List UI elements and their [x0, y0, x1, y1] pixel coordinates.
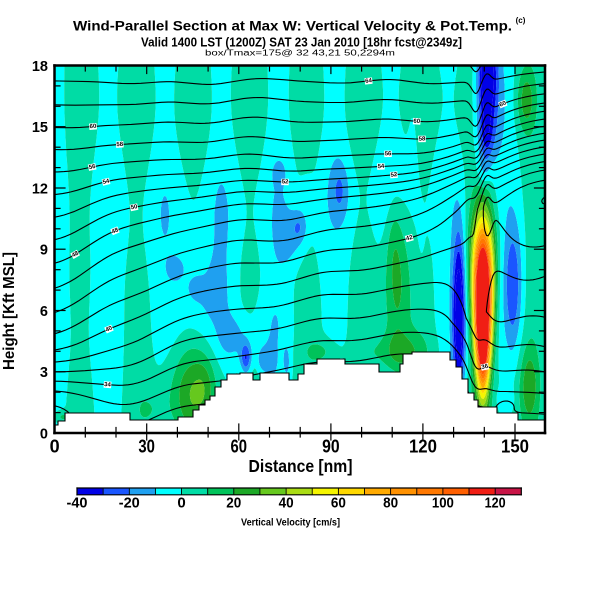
- svg-text:90: 90: [322, 437, 340, 457]
- svg-text:120: 120: [485, 495, 506, 512]
- svg-text:80: 80: [383, 495, 398, 512]
- svg-text:Distance [nm]: Distance [nm]: [249, 456, 353, 476]
- svg-text:Height [Kft MSL]: Height [Kft MSL]: [1, 252, 18, 370]
- svg-text:60: 60: [331, 495, 346, 512]
- svg-text:-40: -40: [67, 495, 88, 512]
- svg-text:50: 50: [130, 204, 138, 211]
- svg-text:34: 34: [104, 382, 112, 389]
- svg-text:0: 0: [177, 495, 185, 512]
- svg-text:54: 54: [377, 164, 385, 170]
- svg-text:36: 36: [481, 364, 489, 371]
- svg-text:60: 60: [499, 100, 508, 108]
- svg-text:52: 52: [282, 179, 289, 185]
- svg-text:56: 56: [88, 164, 96, 171]
- svg-text:40: 40: [279, 495, 294, 512]
- svg-text:18: 18: [32, 59, 48, 75]
- svg-text:Wind-Parallel Section at Max W: Wind-Parallel Section at Max W: Vertical…: [73, 19, 512, 34]
- svg-text:48: 48: [71, 250, 80, 259]
- svg-text:(c): (c): [516, 16, 526, 25]
- svg-text:15: 15: [32, 120, 48, 136]
- svg-text:48: 48: [111, 227, 120, 235]
- svg-text:9: 9: [40, 243, 48, 259]
- svg-text:30: 30: [138, 437, 155, 457]
- svg-text:64: 64: [365, 78, 373, 85]
- svg-text:Vertical Velocity [cm/s]: Vertical Velocity [cm/s]: [241, 517, 340, 529]
- svg-text:56: 56: [385, 151, 392, 157]
- svg-text:52: 52: [390, 172, 398, 179]
- svg-text:Valid 1400 LST (1200Z) SAT 23: Valid 1400 LST (1200Z) SAT 23 Jan 2010 […: [141, 36, 462, 50]
- svg-text:-20: -20: [119, 495, 140, 512]
- svg-text:60: 60: [90, 124, 98, 131]
- svg-text:20: 20: [226, 495, 241, 512]
- svg-text:58: 58: [116, 142, 124, 148]
- svg-text:54: 54: [102, 178, 111, 186]
- svg-text:3: 3: [40, 365, 48, 381]
- svg-text:box/Tmax=175@ 32 43,21 50,2294: box/Tmax=175@ 32 43,21 50,2294m: [205, 49, 395, 58]
- svg-text:150: 150: [501, 437, 529, 457]
- svg-text:12: 12: [32, 181, 48, 197]
- svg-text:58: 58: [419, 136, 426, 142]
- svg-text:0: 0: [50, 437, 60, 457]
- svg-text:0: 0: [40, 426, 48, 442]
- svg-text:6: 6: [40, 304, 48, 320]
- svg-text:60: 60: [413, 119, 421, 125]
- svg-text:120: 120: [409, 437, 437, 457]
- svg-text:42: 42: [405, 235, 414, 243]
- svg-text:60: 60: [231, 437, 248, 457]
- svg-text:40: 40: [105, 325, 114, 333]
- svg-text:100: 100: [432, 495, 454, 512]
